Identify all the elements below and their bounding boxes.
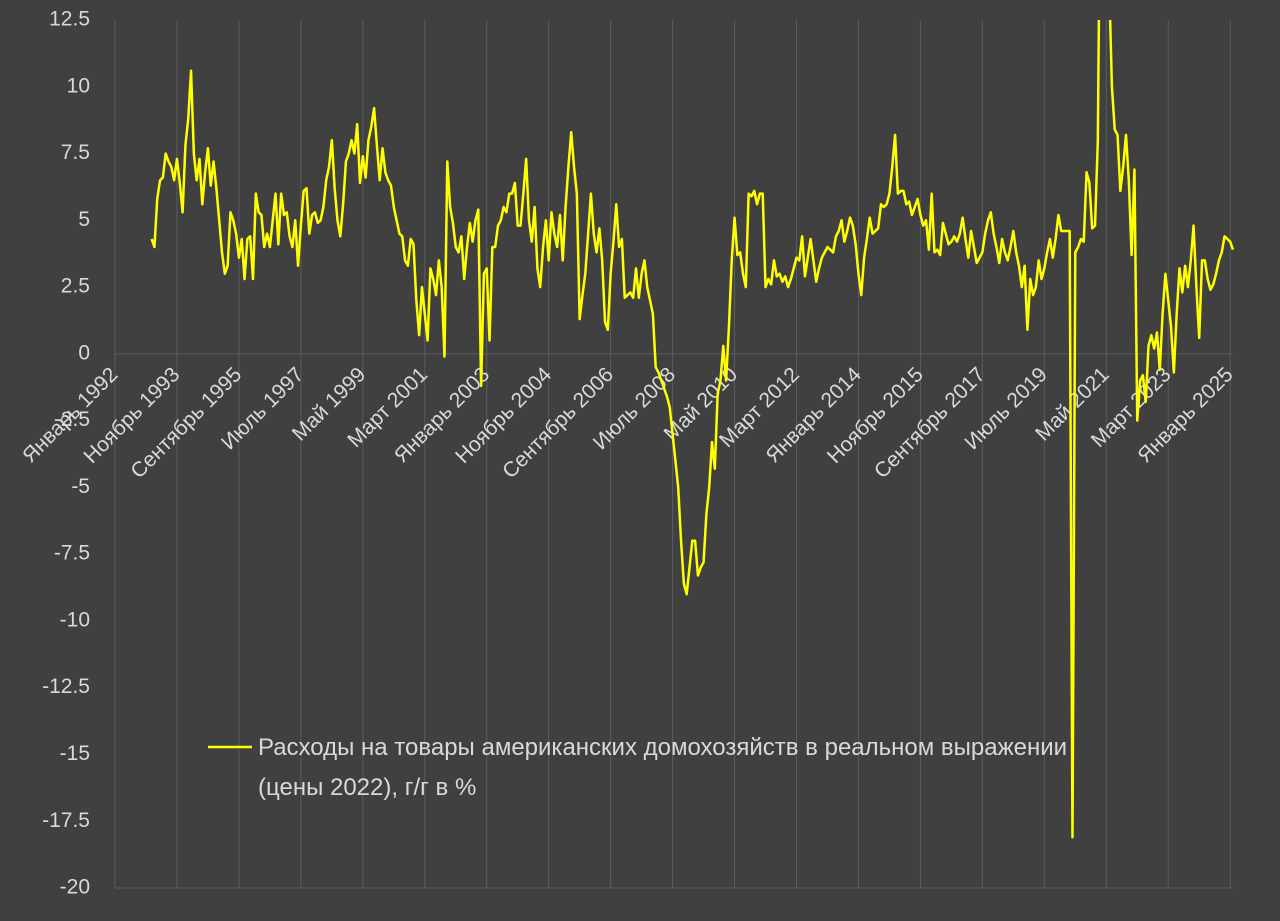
legend-label: Расходы на товары американских домохозяй…	[258, 734, 1068, 801]
x-tick-label: Сентябрь 1995	[126, 363, 246, 483]
y-tick-label: 12.5	[49, 8, 90, 31]
y-tick-label: -15	[60, 742, 90, 765]
y-tick-label: -10	[60, 608, 90, 631]
y-tick-label: -12.5	[42, 675, 90, 698]
y-tick-label: 5	[78, 208, 90, 231]
y-tick-label: 10	[67, 74, 90, 97]
y-tick-label: 7.5	[61, 141, 90, 164]
y-tick-label: -20	[60, 876, 90, 899]
x-tick-label: Сентябрь 2017	[870, 363, 990, 483]
y-tick-label: 2.5	[61, 275, 90, 298]
y-tick-label: -17.5	[42, 809, 90, 832]
plot-area	[150, 20, 1235, 839]
y-tick-label: -7.5	[54, 542, 90, 565]
y-tick-label: -2.5	[54, 408, 90, 431]
y-tick-label: 0	[78, 341, 90, 364]
x-tick-label: Сентябрь 2006	[498, 363, 618, 483]
data-line	[150, 20, 1235, 839]
y-tick-label: -5	[71, 475, 90, 498]
